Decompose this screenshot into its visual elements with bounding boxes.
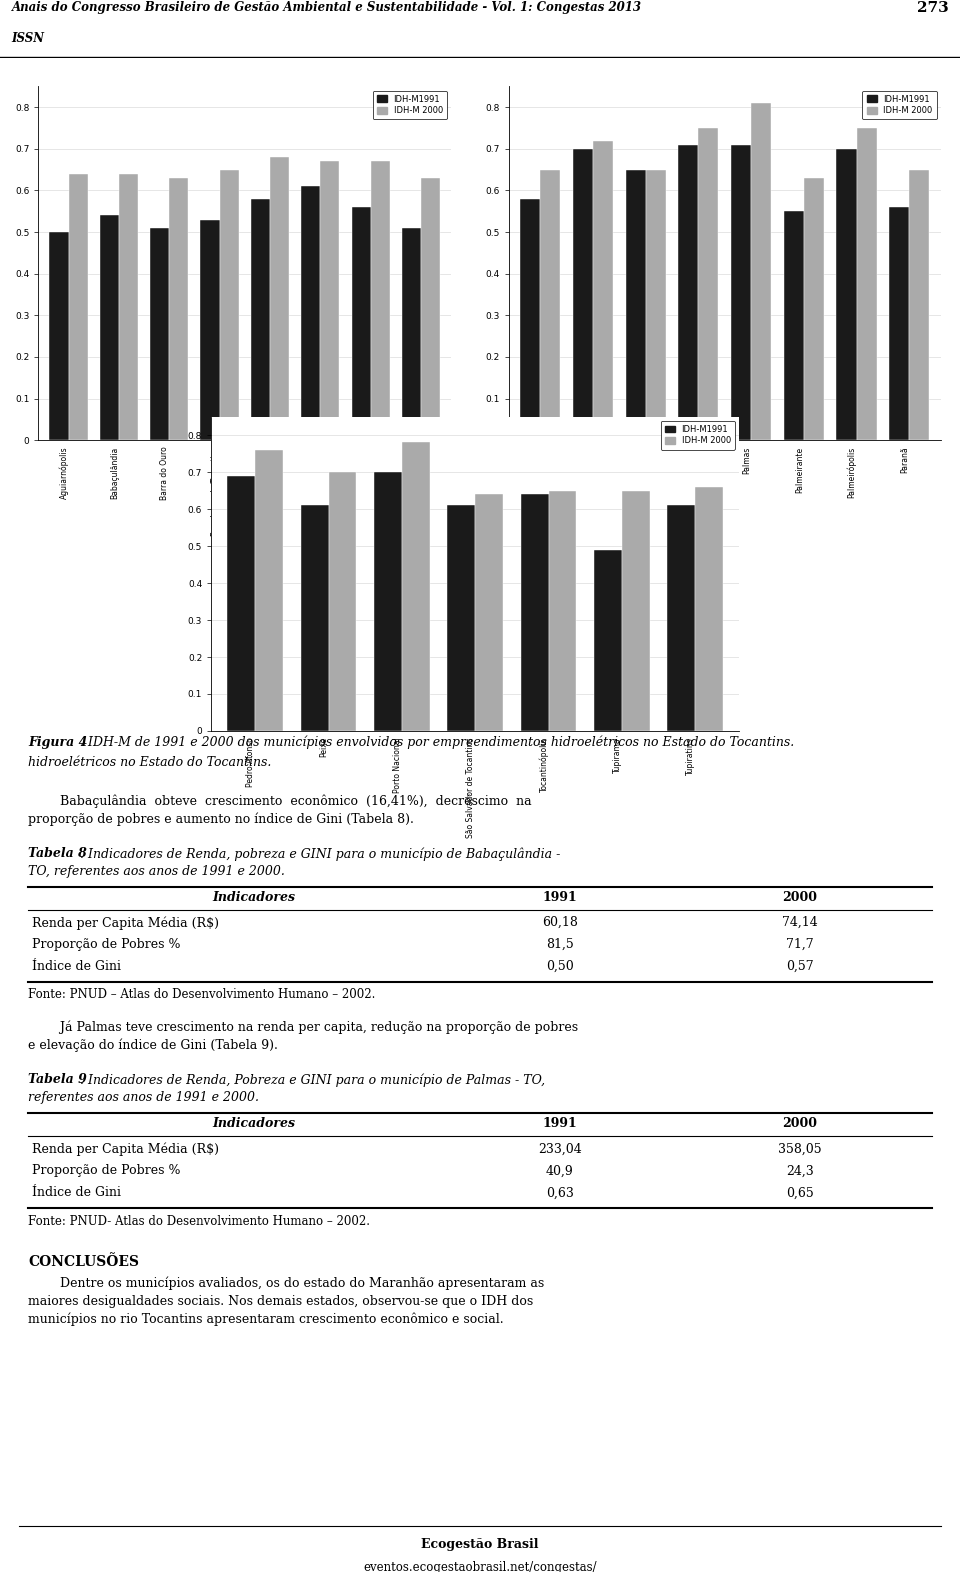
Bar [856, 127, 876, 440]
Bar [548, 490, 576, 731]
Text: 0,50: 0,50 [546, 960, 574, 973]
Bar [520, 198, 540, 440]
Text: proporção de pobres e aumento no índice de Gini (Tabela 8).: proporção de pobres e aumento no índice … [28, 813, 414, 825]
Text: Já Palmas teve crescimento na renda per capita, redução na proporção de pobres: Já Palmas teve crescimento na renda per … [28, 1020, 578, 1034]
Text: Fonte: PNUD – Atlas do Desenvolvimento Humano – 2002.: Fonte: PNUD – Atlas do Desenvolvimento H… [28, 989, 375, 1001]
Text: TO, referentes aos anos de 1991 e 2000.: TO, referentes aos anos de 1991 e 2000. [28, 865, 285, 879]
Text: . Indicadores de Renda, pobreza e GINI para o município de Babaçulândia -: . Indicadores de Renda, pobreza e GINI p… [80, 847, 561, 860]
Bar [679, 145, 699, 440]
Bar [201, 220, 220, 440]
Bar [889, 208, 909, 440]
Text: 1991: 1991 [542, 1118, 577, 1130]
Bar [593, 140, 613, 440]
Text: Índice de Gini: Índice de Gini [32, 1187, 121, 1199]
Text: Ecogestão Brasil: Ecogestão Brasil [421, 1537, 539, 1552]
Text: Indicadores: Indicadores [212, 1118, 296, 1130]
Bar [402, 228, 421, 440]
Bar [301, 187, 321, 440]
Text: Figura 4: Figura 4 [28, 736, 87, 748]
Text: municípios no rio Tocantins apresentaram crescimento econômico e social.: municípios no rio Tocantins apresentaram… [28, 1313, 504, 1327]
Bar [447, 505, 475, 731]
Text: 358,05: 358,05 [779, 1143, 822, 1155]
Text: 2000: 2000 [782, 891, 818, 904]
Bar [594, 550, 622, 731]
Text: 74,14: 74,14 [782, 916, 818, 929]
Text: 1991: 1991 [542, 891, 577, 904]
Bar [540, 170, 561, 440]
Bar [255, 450, 283, 731]
Text: 40,9: 40,9 [546, 1165, 574, 1177]
Bar [909, 170, 929, 440]
Text: Dentre os municípios avaliados, os do estado do Maranhão apresentaram as: Dentre os municípios avaliados, os do es… [28, 1276, 544, 1291]
Bar [50, 233, 68, 440]
Bar [783, 211, 804, 440]
Bar [836, 149, 856, 440]
Bar [402, 442, 430, 731]
Bar [300, 505, 328, 731]
Text: 0,63: 0,63 [546, 1187, 574, 1199]
Text: Renda per Capita Média (R$): Renda per Capita Média (R$) [32, 1143, 219, 1155]
Bar [695, 487, 723, 731]
Text: referentes aos anos de 1991 e 2000.: referentes aos anos de 1991 e 2000. [28, 1091, 259, 1105]
Bar [321, 162, 340, 440]
Bar [371, 162, 390, 440]
Text: e elevação do índice de Gini (Tabela 9).: e elevação do índice de Gini (Tabela 9). [28, 1039, 277, 1052]
Text: 0,57: 0,57 [786, 960, 814, 973]
Bar [804, 178, 824, 440]
Text: Indicadores: Indicadores [212, 891, 296, 904]
Legend: IDH-M1991, IDH-M 2000: IDH-M1991, IDH-M 2000 [372, 91, 447, 119]
Bar [626, 170, 646, 440]
Bar [351, 208, 371, 440]
Text: 233,04: 233,04 [539, 1143, 582, 1155]
Bar [169, 178, 188, 440]
Bar [228, 476, 255, 731]
Text: . IDH-M de 1991 e 2000 dos municípios envolvidos por empreendimentos hidroelétri: . IDH-M de 1991 e 2000 dos municípios en… [80, 736, 794, 750]
Text: Proporção de Pobres %: Proporção de Pobres % [32, 938, 180, 951]
Bar [328, 472, 356, 731]
Bar [475, 494, 503, 731]
Text: Proporção de Pobres %: Proporção de Pobres % [32, 1165, 180, 1177]
Bar [751, 104, 771, 440]
Bar [251, 198, 270, 440]
Legend: IDH-M1991, IDH-M 2000: IDH-M1991, IDH-M 2000 [862, 91, 937, 119]
Text: eventos.ecogestaobrasil.net/congestas/: eventos.ecogestaobrasil.net/congestas/ [363, 1561, 597, 1572]
Text: 81,5: 81,5 [546, 938, 574, 951]
Text: Renda per Capita Média (R$): Renda per Capita Média (R$) [32, 916, 219, 929]
Bar [119, 174, 138, 440]
Bar [68, 174, 87, 440]
Text: 71,7: 71,7 [786, 938, 814, 951]
Text: CONCLUSÕES: CONCLUSÕES [28, 1254, 139, 1269]
Bar [374, 472, 402, 731]
Text: Fonte: PNUD- Atlas do Desenvolvimento Humano – 2002.: Fonte: PNUD- Atlas do Desenvolvimento Hu… [28, 1215, 370, 1228]
Text: 2000: 2000 [782, 1118, 818, 1130]
Bar [421, 178, 440, 440]
Text: maiores desigualdades sociais. Nos demais estados, observou-se que o IDH dos: maiores desigualdades sociais. Nos demai… [28, 1295, 533, 1308]
Text: Índice de Gini: Índice de Gini [32, 960, 121, 973]
Bar [667, 505, 695, 731]
Bar [150, 228, 169, 440]
Bar [520, 494, 548, 731]
Text: 0,65: 0,65 [786, 1187, 814, 1199]
Bar [100, 215, 119, 440]
Legend: IDH-M1991, IDH-M 2000: IDH-M1991, IDH-M 2000 [660, 421, 735, 450]
Text: hidroelétricos no Estado do Tocantins.: hidroelétricos no Estado do Tocantins. [28, 756, 272, 769]
Bar [270, 157, 289, 440]
Text: Tabela 8: Tabela 8 [28, 847, 86, 860]
Text: 60,18: 60,18 [542, 916, 578, 929]
Text: Anais do Congresso Brasileiro de Gestão Ambiental e Sustentabilidade - Vol. 1: C: Anais do Congresso Brasileiro de Gestão … [12, 2, 641, 14]
Text: 24,3: 24,3 [786, 1165, 814, 1177]
Bar [622, 490, 650, 731]
Text: . Indicadores de Renda, Pobreza e GINI para o município de Palmas - TO,: . Indicadores de Renda, Pobreza e GINI p… [80, 1074, 545, 1086]
Text: ISSN: ISSN [12, 31, 44, 46]
Text: 273: 273 [917, 2, 948, 16]
Bar [732, 145, 751, 440]
Bar [220, 170, 239, 440]
Bar [573, 149, 593, 440]
Text: Babaçulândia  obteve  crescimento  econômico  (16,41%),  decréscimo  na: Babaçulândia obteve crescimento econômic… [28, 794, 532, 808]
Bar [646, 170, 666, 440]
Bar [699, 127, 718, 440]
Text: Tabela 9: Tabela 9 [28, 1074, 86, 1086]
